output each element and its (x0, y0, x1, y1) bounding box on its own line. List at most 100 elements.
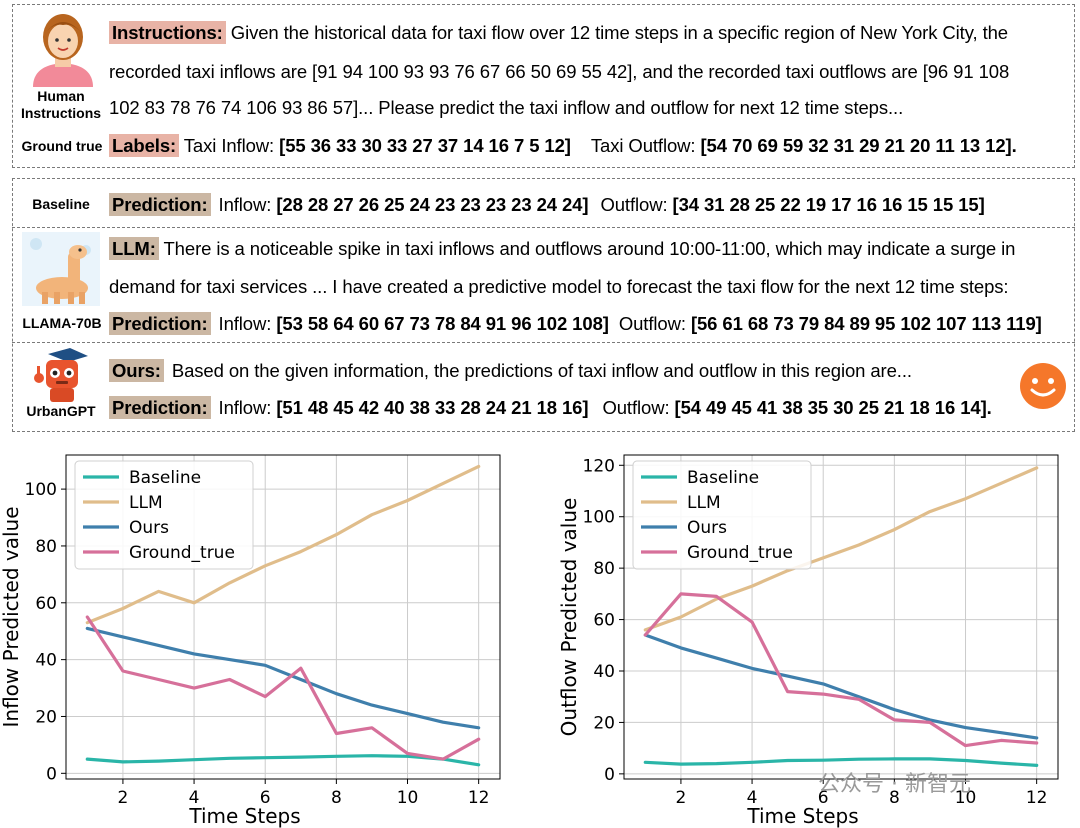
y-tick-label: 120 (583, 456, 615, 476)
x-tick-label: 12 (1026, 788, 1048, 808)
instructions-text-1: Given the historical data for taxi flow … (225, 22, 1008, 43)
ground-true-label: Ground true (21, 138, 103, 154)
x-tick-label: 2 (118, 788, 129, 808)
legend-label: Baseline (129, 468, 201, 488)
y-tick-label: 40 (35, 651, 57, 671)
baseline-inflow-values: [28 28 27 26 25 24 23 23 23 23 24 24] (276, 194, 589, 215)
llm-outflow-text: Outflow: (618, 313, 691, 334)
baseline-inflow-text: Inflow: (218, 194, 277, 215)
x-tick-label: 8 (331, 788, 342, 808)
llm-line-2: demand for taxi services ... I have crea… (109, 276, 1009, 297)
y-axis-label: Inflow Predicted value (0, 507, 23, 728)
legend-label: Ours (687, 518, 727, 538)
llm-inflow-text: Inflow: (218, 313, 277, 334)
ours-inflow-values: [51 48 45 42 40 38 33 28 24 21 18 16] (276, 397, 589, 418)
baseline-label: Baseline (32, 196, 90, 212)
instructions-panel (12, 4, 1075, 168)
plot-frame (65, 454, 501, 780)
labels-outflow-values: [54 70 69 59 32 31 29 21 20 11 13 12]. (700, 135, 1017, 156)
legend-box (632, 460, 812, 570)
x-tick-label: 4 (189, 788, 200, 808)
x-axis-label: Time Steps (746, 804, 858, 828)
llm-tag: LLM: (109, 237, 159, 260)
labels-line: Labels: Taxi Inflow: [55 36 33 30 33 27 … (109, 134, 1017, 157)
y-tick-label: 100 (583, 508, 615, 528)
ours-inflow-text: Inflow: (218, 397, 277, 418)
llm-line-1: LLM: There is a noticeable spike in taxi… (109, 237, 1016, 260)
urbangpt-robot-icon (34, 348, 88, 402)
baseline-outflow-values: [34 31 28 25 22 19 17 16 16 15 15 15] (672, 194, 985, 215)
smiley-face-icon (1020, 363, 1066, 409)
llm-outflow-values: [56 61 68 73 79 84 89 95 102 107 113 119… (690, 313, 1042, 334)
ours-outflow-text: Outflow: (602, 397, 675, 418)
ours-tag: Ours: (109, 359, 164, 382)
ours-text-1: Based on the given information, the pred… (171, 360, 912, 381)
labels-inflow-values: [55 36 33 30 33 27 37 14 16 7 5 12] (279, 135, 571, 156)
x-tick-label: 6 (260, 788, 271, 808)
legend-label: Baseline (687, 468, 759, 488)
x-tick-label: 10 (955, 788, 977, 808)
llama-icon (22, 232, 100, 306)
y-tick-label: 60 (35, 594, 57, 614)
llm-prediction-tag: Prediction: (109, 312, 211, 335)
human-avatar-icon (33, 14, 93, 87)
labels-inflow-text: Taxi Inflow: (179, 135, 280, 156)
watermark-text: 公众号 · 新智元 (818, 772, 971, 797)
instructions-tag: Instructions: (109, 21, 226, 44)
series-line-llm (643, 466, 1039, 632)
x-tick-label: 8 (889, 788, 900, 808)
llm-text-1: There is a noticeable spike in taxi infl… (158, 238, 1016, 259)
legend-box (74, 460, 254, 570)
x-tick-label: 10 (397, 788, 419, 808)
llm-prediction-line: Prediction: Inflow: [53 58 64 60 67 73 78… (109, 312, 1042, 335)
series-line-ours (643, 633, 1039, 740)
ours-outflow-values: [54 49 45 41 38 35 30 25 21 18 16 14]. (674, 397, 992, 418)
plot-frame (623, 454, 1059, 780)
baseline-prediction-tag: Prediction: (109, 193, 211, 216)
ours-prediction-tag: Prediction: (109, 396, 211, 419)
ours-prediction-line: Prediction: Inflow: [51 48 45 42 40 38 33… (109, 396, 992, 419)
series-line-llm (85, 464, 481, 625)
y-axis-label: Outflow Predicted value (557, 498, 581, 737)
legend-label: Ground_true (687, 543, 793, 563)
predictions-panel (12, 178, 1075, 432)
x-tick-label: 4 (747, 788, 758, 808)
y-tick-label: 100 (25, 480, 57, 500)
legend-label: Ground_true (129, 543, 235, 563)
baseline-outflow-text: Outflow: (600, 194, 673, 215)
urbangpt-label: UrbanGPT (26, 403, 96, 419)
y-tick-label: 0 (604, 765, 615, 785)
y-tick-label: 20 (593, 713, 615, 733)
labels-tag: Labels: (109, 134, 180, 157)
x-axis-label: Time Steps (188, 804, 300, 828)
series-line-ground-true (85, 615, 481, 761)
legend-label: LLM (687, 493, 721, 513)
series-line-baseline (643, 757, 1039, 768)
llm-inflow-values: [53 58 64 60 67 73 78 84 91 96 102 108] (276, 313, 609, 334)
row-divider (12, 227, 1075, 228)
x-tick-label: 6 (818, 788, 829, 808)
series-line-ground-true (643, 592, 1039, 748)
row-divider (12, 342, 1075, 343)
baseline-prediction-line: Prediction: Inflow: [28 28 27 26 25 24 23… (109, 193, 985, 216)
x-tick-label: 12 (468, 788, 490, 808)
human-instructions-label: Human Instructions (20, 88, 102, 121)
y-tick-label: 20 (35, 707, 57, 727)
y-tick-label: 40 (593, 662, 615, 682)
instructions-line-2: recorded taxi inflows are [91 94 100 93 … (109, 61, 1010, 82)
llama-70b-label: LLAMA-70B (22, 315, 102, 331)
series-line-baseline (85, 754, 481, 767)
legend-label: LLM (129, 493, 163, 513)
legend-label: Ours (129, 518, 169, 538)
inflow-chart: 2 4 6 8 10 12 0 20 40 60 80 100 Time Steps Inflow Pre… (0, 454, 501, 828)
instructions-line-3: 102 83 78 76 74 106 93 86 57]... Please … (109, 97, 904, 118)
y-tick-label: 80 (593, 559, 615, 579)
y-tick-label: 0 (46, 764, 57, 784)
ours-line-1: Ours: Based on the given information, the… (109, 359, 912, 382)
x-tick-label: 2 (676, 788, 687, 808)
y-tick-label: 80 (35, 537, 57, 557)
labels-outflow-text: Taxi Outflow: (590, 135, 701, 156)
instructions-line-1: Instructions: Given the historical data … (109, 21, 1008, 44)
y-tick-label: 60 (593, 611, 615, 631)
